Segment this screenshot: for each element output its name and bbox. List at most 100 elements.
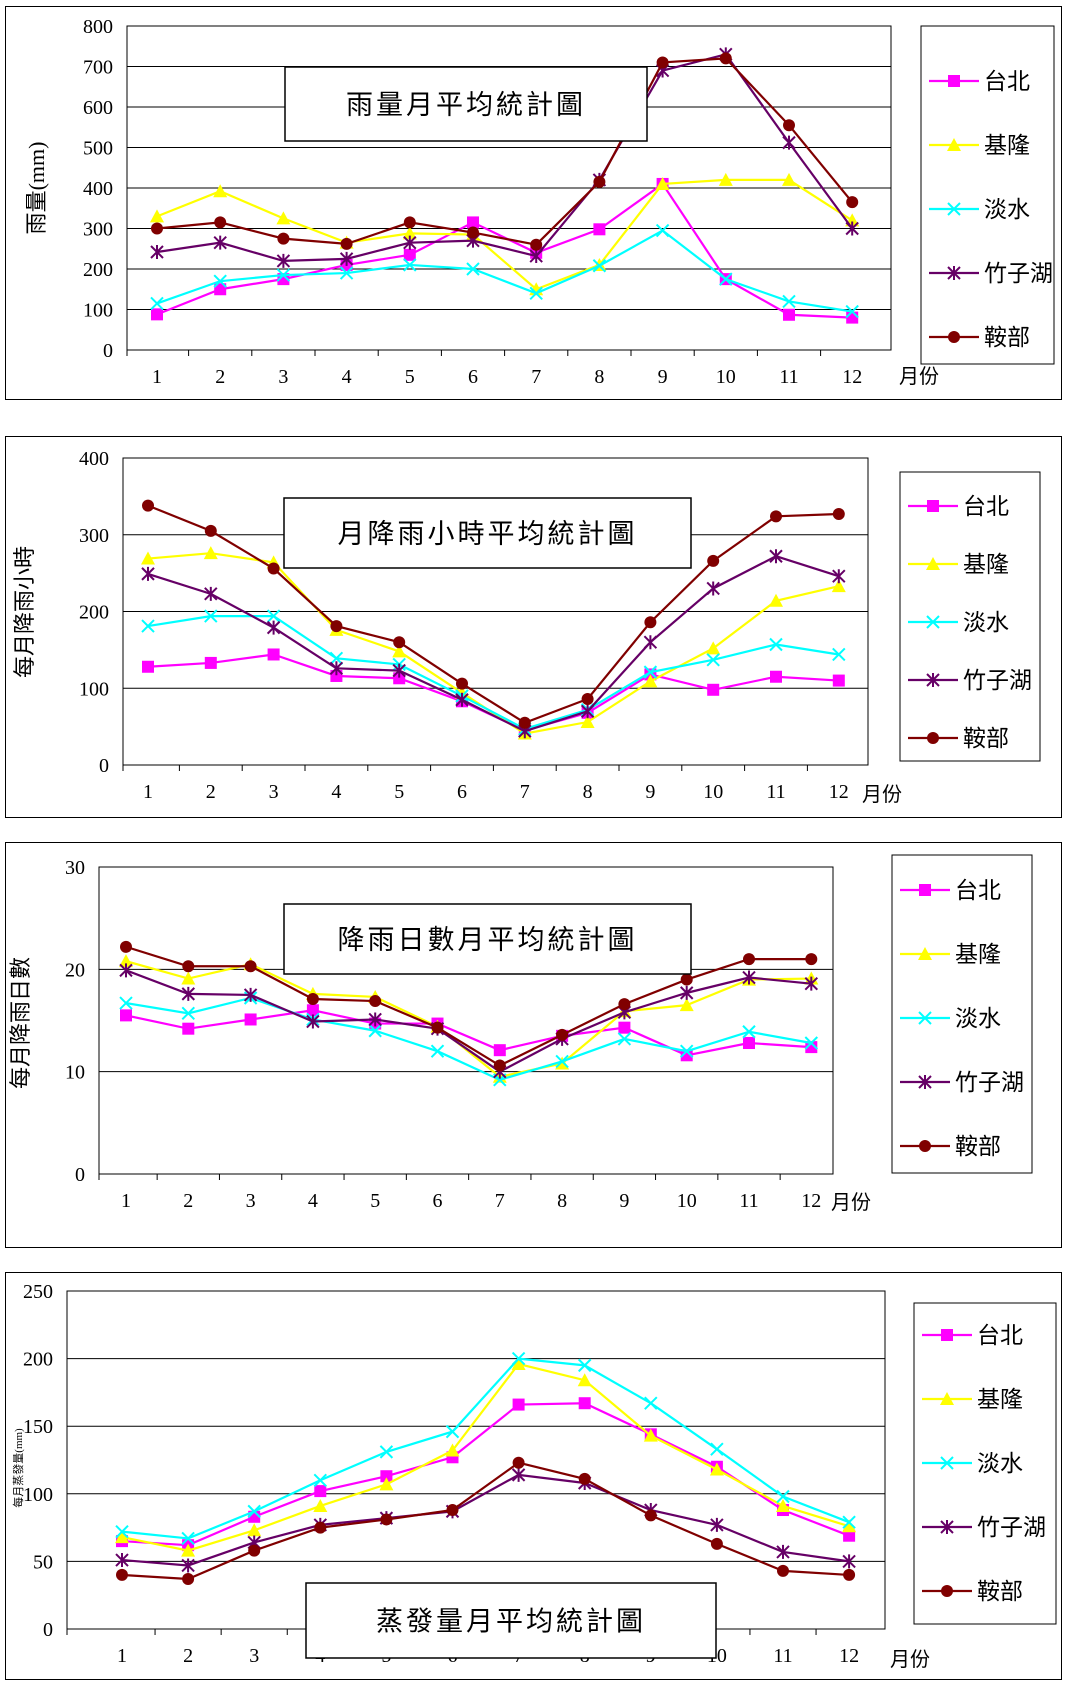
data-point [181, 971, 196, 985]
legend-marker [947, 138, 961, 151]
data-point [710, 1537, 723, 1550]
data-point [244, 960, 257, 973]
y-tick-label: 500 [83, 138, 113, 160]
legend-marker [941, 1585, 953, 1597]
data-point [743, 1037, 755, 1050]
legend-label: 淡水 [977, 1451, 1023, 1476]
data-point [644, 1396, 658, 1410]
x-tick-label: 10 [677, 1190, 697, 1212]
y-tick-label: 0 [103, 340, 113, 362]
data-point [266, 609, 281, 623]
rain-days-chart-panel: 0 10 20 30 1 2 3 4 5 6 7 8 9 10 11 12 月份 每月降雨日數 降雨日數月平均統計圖… [5, 842, 1062, 1248]
evaporation-chart: 050100150200250123456789101112月份每月蒸發量(mm… [11, 1281, 1057, 1671]
data-point [151, 222, 163, 235]
data-point [445, 1443, 460, 1457]
data-point [655, 223, 670, 238]
data-point [511, 1357, 526, 1371]
x-tick-label: 2 [215, 366, 225, 388]
data-point [530, 238, 543, 251]
y-tick-label: 700 [83, 57, 113, 79]
x-axis-unit-label: 月份 [862, 783, 902, 806]
data-point [393, 636, 406, 649]
legend-item: 淡水 [908, 610, 1009, 635]
data-point [380, 1470, 393, 1483]
data-point [116, 1568, 128, 1581]
legend-marker [918, 947, 932, 960]
data-point [266, 620, 281, 635]
legend-marker [918, 1011, 932, 1025]
x-tick-label: 2 [183, 1190, 193, 1212]
legend-marker [940, 1392, 954, 1405]
legend-item: 鞍部 [922, 1579, 1023, 1604]
series-line [121, 1461, 850, 1581]
legend-marker [919, 884, 931, 896]
data-point [181, 1558, 195, 1573]
x-tick-label: 6 [457, 781, 467, 803]
legend-item: 基隆 [908, 552, 1009, 577]
data-point [181, 986, 196, 1001]
data-point [578, 1472, 591, 1485]
x-tick-label: 10 [703, 781, 723, 803]
data-point [529, 249, 543, 264]
data-point [831, 579, 846, 593]
data-point [679, 1044, 694, 1058]
x-tick-label: 3 [246, 1190, 256, 1212]
data-point [119, 996, 133, 1010]
data-point [832, 647, 846, 662]
data-point [593, 175, 606, 188]
data-point [782, 172, 796, 186]
y-tick-label: 0 [43, 1619, 53, 1641]
data-point [306, 993, 319, 1006]
x-tick-label: 10 [716, 366, 736, 388]
data-point [782, 135, 796, 150]
x-tick-label: 7 [495, 1190, 505, 1212]
data-point [204, 524, 217, 537]
data-point [181, 1006, 196, 1021]
y-tick-label: 0 [99, 755, 109, 777]
data-point [314, 1521, 327, 1534]
legend-item: 基隆 [900, 942, 1001, 967]
y-tick-label: 100 [83, 300, 113, 322]
data-point [141, 566, 155, 581]
legend-marker [948, 331, 960, 343]
data-point [431, 1021, 444, 1034]
data-point [776, 1489, 790, 1504]
series-5 [142, 499, 845, 729]
data-point [719, 272, 733, 286]
data-point [804, 1036, 819, 1050]
data-point [403, 216, 416, 229]
data-point [330, 620, 343, 633]
data-point [369, 995, 382, 1008]
data-point [243, 987, 258, 1002]
legend-marker [918, 1075, 932, 1089]
data-point [379, 1445, 394, 1459]
data-point [368, 1012, 382, 1027]
data-point [643, 665, 658, 679]
x-tick-label: 11 [766, 781, 785, 803]
legend-item: 竹子湖 [900, 1070, 1024, 1095]
legend-label: 竹子湖 [977, 1515, 1046, 1540]
data-point [493, 1044, 506, 1057]
data-point [467, 216, 479, 229]
series-line [147, 504, 839, 725]
data-point [832, 674, 845, 687]
data-point [120, 1009, 132, 1022]
legend-label: 鞍部 [963, 726, 1009, 751]
chart-title-box [305, 1582, 717, 1659]
rain-hours-chart-panel: 0 100 200 300 400 1 2 3 4 5 6 7 8 9 10 11 12 月份 每月降雨小時 月降雨小… [5, 436, 1062, 818]
legend-label: 鞍部 [977, 1579, 1023, 1604]
legend-item: 基隆 [929, 133, 1030, 158]
series-line [121, 1357, 850, 1540]
data-point [580, 715, 595, 729]
data-point [706, 581, 720, 596]
x-tick-label: 9 [658, 366, 668, 388]
series-line [125, 969, 812, 1073]
data-point [643, 1428, 658, 1442]
data-point [466, 262, 480, 276]
x-tick-label: 4 [308, 1190, 318, 1212]
data-point [306, 1014, 320, 1029]
data-point [655, 176, 670, 190]
y-tick-label: 0 [75, 1164, 85, 1186]
data-point [213, 274, 227, 288]
data-point [368, 1024, 382, 1038]
